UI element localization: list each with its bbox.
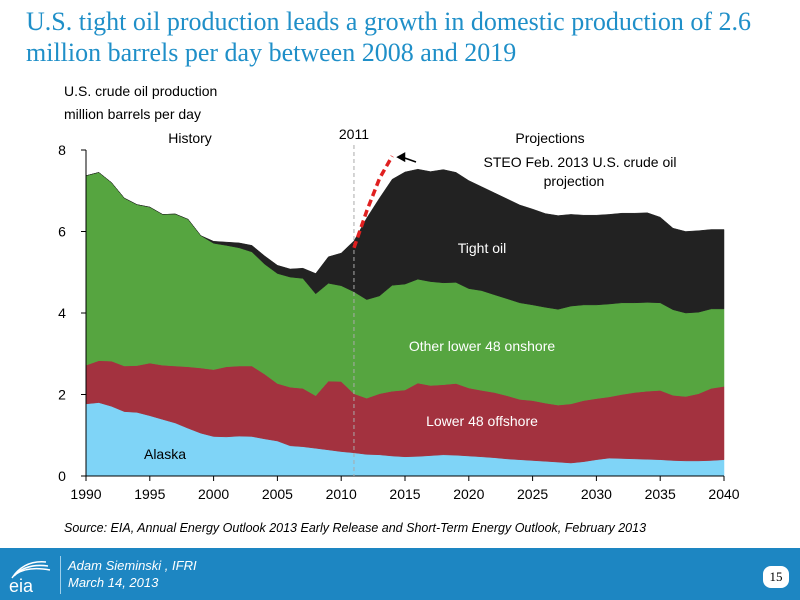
other-onshore-label: Other lower 48 onshore [409,338,556,354]
y-axis-label-line2: million barrels per day [64,106,201,122]
eia-logo-icon: eia [9,561,51,596]
x-tick-label: 2035 [645,486,676,502]
steo-arrow-head [396,152,406,163]
svg-text:eia: eia [9,576,34,596]
page-number: 15 [763,566,789,588]
slide-title: U.S. tight oil production leads a growth… [26,7,752,67]
y-tick-label: 0 [58,468,66,484]
x-tick-label: 2015 [389,486,420,502]
steo-label-line2: projection [544,173,605,189]
x-tick-label: 2000 [198,486,229,502]
y-axis-label-line1: U.S. crude oil production [64,83,218,99]
y-tick-label: 4 [58,305,66,321]
steo-projection-line [352,155,394,249]
footer-bar [0,548,800,600]
history-label: History [168,130,212,146]
x-tick-label: 1995 [134,486,165,502]
presenter-name: Adam Sieminski , IFRI [68,558,197,573]
offshore-label: Lower 48 offshore [426,413,538,429]
tight-oil-label: Tight oil [458,240,507,256]
x-tick-label: 2020 [453,486,484,502]
source-note: Source: EIA, Annual Energy Outlook 2013 … [64,521,647,535]
steo-label-line1: STEO Feb. 2013 U.S. crude oil [484,154,677,170]
x-tick-label: 2025 [517,486,548,502]
series-area-tight-oil [85,168,725,314]
alaska-label: Alaska [144,446,186,462]
x-tick-label: 2005 [262,486,293,502]
y-tick-label: 6 [58,224,66,240]
y-tick-label: 2 [58,387,66,403]
footer-divider [60,556,61,594]
x-tick-label: 2030 [581,486,612,502]
x-tick-label: 2040 [708,486,739,502]
y-tick-label: 8 [58,142,66,158]
x-tick-label: 2010 [326,486,357,502]
x-tick-label: 1990 [70,486,101,502]
production-chart: 0 2 4 6 8 1990 1995 2000 2005 2010 2015 2020 2025 203… [58,126,740,502]
projections-label: Projections [515,130,584,146]
presentation-date: March 14, 2013 [68,575,159,590]
divider-label: 2011 [339,126,369,142]
